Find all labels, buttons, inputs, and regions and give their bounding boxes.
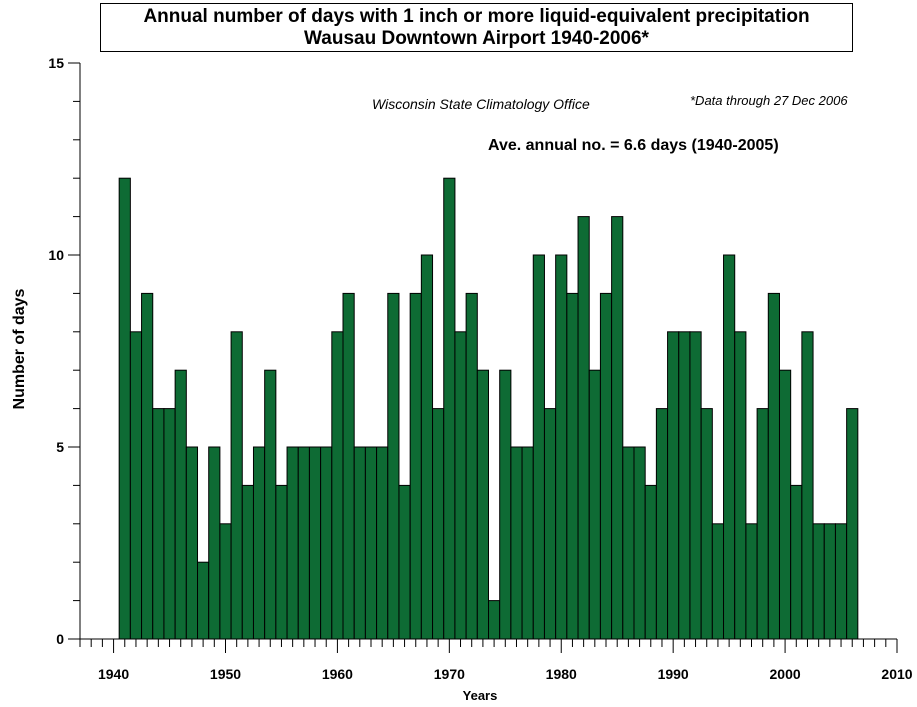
bar	[420, 254, 434, 640]
bar	[264, 369, 277, 640]
y-tick-label: 15	[48, 55, 64, 71]
bar	[129, 331, 143, 640]
bar	[364, 446, 378, 640]
bar	[555, 254, 568, 640]
bar	[297, 446, 310, 640]
bars	[118, 177, 859, 640]
bar	[622, 446, 635, 640]
y-tick-label: 10	[48, 247, 64, 263]
bar	[678, 331, 691, 640]
bar	[432, 408, 445, 640]
bar	[219, 523, 232, 640]
bar	[778, 369, 792, 640]
bar	[443, 177, 456, 640]
axes: 0 5 10 15 1940 1950 1960 1970 1980 1990 2000 2010	[48, 55, 912, 682]
bar	[174, 369, 187, 640]
bar	[141, 292, 154, 640]
bar	[499, 369, 512, 640]
bar	[308, 446, 322, 640]
bar	[241, 484, 254, 640]
bar	[152, 408, 165, 640]
bar	[275, 484, 288, 640]
bar	[208, 446, 221, 640]
bar	[723, 254, 736, 640]
bar	[667, 331, 680, 640]
x-tick-label: 1990	[658, 666, 689, 682]
bar	[320, 446, 333, 640]
bar	[409, 292, 422, 640]
x-axis-label: Years	[462, 688, 498, 703]
bar	[185, 446, 199, 640]
bar	[611, 216, 624, 640]
bar	[644, 484, 657, 640]
y-axis-label: Number of days	[11, 288, 28, 410]
bar	[756, 408, 769, 640]
bar	[197, 561, 210, 640]
bar	[118, 177, 131, 640]
bar	[790, 484, 803, 640]
bar	[465, 292, 478, 640]
bar	[331, 331, 344, 640]
bar	[387, 292, 400, 640]
x-tick-label: 1940	[98, 666, 129, 682]
bar	[655, 408, 669, 640]
bar	[252, 446, 266, 640]
x-tick-label: 1950	[210, 666, 241, 682]
bar	[532, 254, 545, 640]
bar	[454, 331, 467, 640]
bar	[700, 408, 713, 640]
bar	[633, 446, 646, 640]
x-tick-label: 1980	[546, 666, 577, 682]
credit-text: Wisconsin State Climatology Office	[372, 96, 590, 112]
bar	[801, 331, 814, 640]
bar	[488, 600, 501, 640]
bar	[398, 484, 411, 640]
bar	[745, 523, 758, 640]
bar	[711, 523, 725, 640]
x-tick-label: 1970	[434, 666, 465, 682]
y-tick-label: 0	[56, 631, 64, 647]
bar	[846, 408, 859, 640]
x-tick-label: 1960	[322, 666, 353, 682]
bar	[342, 292, 355, 640]
bar	[566, 292, 579, 640]
bar	[599, 292, 613, 640]
bar	[767, 292, 780, 640]
chart-title-box: Annual number of days with 1 inch or mor…	[100, 3, 853, 52]
bar	[376, 446, 389, 640]
x-tick-label: 2010	[881, 666, 912, 682]
bar	[476, 369, 490, 640]
chart-subtitle: Wausau Downtown Airport 1940-2006*	[304, 28, 649, 49]
bar	[588, 369, 601, 640]
bar	[230, 331, 243, 640]
footnote-text: *Data through 27 Dec 2006	[690, 93, 848, 108]
x-tick-label: 2000	[770, 666, 801, 682]
bar	[521, 446, 534, 640]
bar	[689, 331, 702, 640]
average-annotation: Ave. annual no. = 6.6 days (1940-2005)	[488, 137, 779, 154]
bar	[823, 523, 836, 640]
chart-title: Annual number of days with 1 inch or mor…	[143, 6, 810, 27]
bar	[734, 331, 747, 640]
bar	[163, 408, 176, 640]
bar	[834, 523, 848, 640]
y-tick-label: 5	[56, 439, 64, 455]
bar	[543, 408, 557, 640]
bar	[812, 523, 825, 640]
bar	[510, 446, 523, 640]
bar	[353, 446, 366, 640]
bar	[577, 216, 590, 640]
bar	[286, 446, 299, 640]
